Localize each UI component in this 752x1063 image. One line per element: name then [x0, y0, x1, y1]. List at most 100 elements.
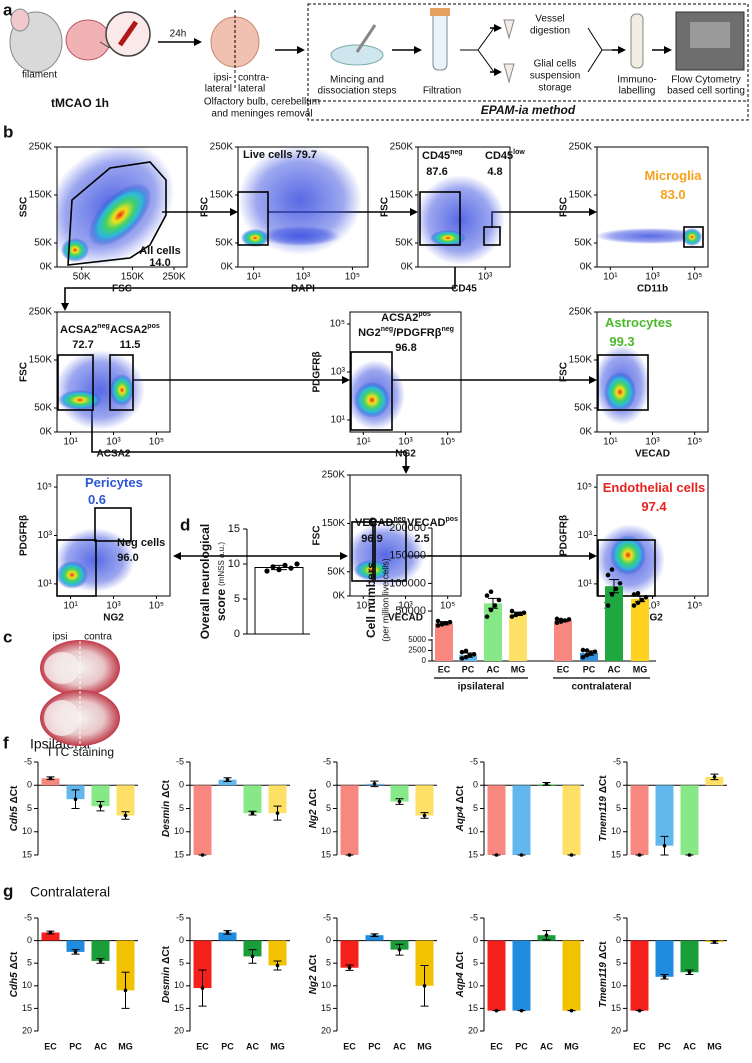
data-point	[439, 621, 445, 627]
data-point	[471, 651, 477, 657]
x-tick-label: 10¹	[603, 437, 618, 448]
label-part: neg	[450, 149, 462, 156]
density	[597, 345, 650, 425]
bar	[512, 940, 531, 1011]
data-point	[275, 963, 280, 968]
data-point	[617, 581, 623, 586]
y-tick-label: 15	[611, 1003, 621, 1013]
x-tick-label: MG	[564, 1041, 579, 1051]
x-tick-label: PC	[368, 1041, 381, 1051]
data-point	[459, 649, 465, 655]
label-part: 2.5	[414, 533, 429, 545]
gate-label: All cells	[139, 245, 181, 257]
chart: -5 0 5 10 15 Ng2 ΔCt	[308, 756, 437, 859]
data-point	[225, 777, 230, 782]
bar	[41, 778, 60, 786]
x-tick-label: AC	[94, 1041, 107, 1051]
flow-plot: 250K 150K 50K 0K 50K 150K 250K FSC SSC All cells1…	[19, 142, 188, 295]
panel-letter: f	[3, 733, 9, 752]
y-axis-label: Desmin ΔCt	[161, 945, 172, 1003]
y-tick-label: 5	[616, 803, 621, 813]
x-axis-label: VECAD	[388, 613, 423, 624]
density	[597, 228, 705, 246]
bar	[254, 567, 304, 635]
data-point	[48, 930, 53, 935]
data-point	[200, 986, 205, 990]
bar	[484, 603, 502, 661]
gate	[597, 354, 649, 411]
gate	[67, 161, 167, 266]
label: lateral	[238, 84, 265, 95]
bar	[218, 779, 237, 786]
x-tick-label: AC	[683, 1041, 696, 1051]
y-tick-label: 5	[473, 803, 478, 813]
data-point	[463, 648, 469, 654]
x-tick-label: 10³	[478, 272, 493, 283]
y-axis-label: PDGFRβ	[19, 515, 30, 556]
bar	[243, 785, 262, 814]
data-point	[592, 649, 598, 655]
y-tick-label: 20	[321, 1025, 331, 1035]
y-tick-label: 5000	[408, 635, 426, 644]
panel-letter: e	[368, 511, 377, 530]
data-point	[275, 811, 280, 815]
density-cloud	[682, 228, 702, 246]
y-tick-label: 250K	[569, 307, 593, 318]
label-part: ΔCt	[308, 954, 319, 972]
data-point	[484, 614, 490, 619]
y-tick-label: 0	[179, 780, 184, 790]
data-point	[372, 933, 377, 937]
data-point	[521, 610, 527, 616]
bar	[435, 623, 453, 661]
y-tick-label: 2500	[408, 646, 426, 655]
y-tick-label: 15	[321, 849, 331, 859]
density-cloud	[610, 535, 646, 575]
x-axis-label: CD45	[451, 284, 477, 295]
label: storage	[538, 83, 572, 94]
x-tick-label: MG	[417, 1041, 432, 1051]
label-part: (mNSS a.u.)	[217, 542, 226, 586]
chart: 0 5 10 15 Overall neurological score (mNSS a.u…	[198, 523, 310, 640]
data-point	[580, 647, 586, 653]
y-tick-label: 10	[611, 980, 621, 990]
data-point	[562, 618, 568, 623]
label-part: Pericytes	[85, 475, 143, 490]
y-tick-label: -5	[613, 756, 621, 766]
label-part: Cdh5	[9, 972, 20, 997]
bar	[268, 785, 287, 814]
gate	[483, 226, 501, 246]
y-axis-label: FSC	[312, 526, 323, 546]
y-tick-label: 0K	[580, 262, 593, 273]
data-point	[488, 607, 494, 613]
data-point	[347, 853, 352, 857]
y-tick-label: 20	[468, 1025, 478, 1035]
y-tick-label: 0	[326, 780, 331, 790]
data-point	[459, 656, 465, 661]
bar	[509, 613, 527, 661]
density-cloud	[110, 374, 134, 406]
gate-label: VECADpos	[407, 516, 458, 529]
panel-letter: b	[3, 122, 13, 141]
data-point	[288, 565, 294, 571]
data-point	[123, 813, 128, 818]
y-axis-label: Tmem119 ΔCt	[598, 941, 609, 1008]
label-part: 96.9	[361, 533, 382, 545]
y-axis-label: Cdh5 ΔCt	[9, 951, 20, 997]
y-tick-label: 10	[468, 980, 478, 990]
label-part: Tmem119	[598, 796, 609, 842]
gate	[350, 351, 393, 431]
x-tick-label: AC	[246, 1041, 259, 1051]
gate-label: CD45low	[485, 149, 525, 162]
label: Filtration	[423, 86, 461, 97]
y-tick-label: 15	[174, 1003, 184, 1013]
y-tick-label: 0	[616, 780, 621, 790]
data-point	[372, 782, 377, 786]
x-tick-label: 10⁵	[149, 437, 164, 448]
y-tick-label: 15	[468, 1003, 478, 1013]
bar	[116, 940, 135, 991]
y-tick-label: 250K	[322, 470, 346, 481]
density-cloud	[354, 560, 390, 580]
y-tick-label: 150K	[390, 190, 414, 201]
data-point	[588, 651, 594, 656]
label-part: Microglia	[644, 168, 702, 183]
